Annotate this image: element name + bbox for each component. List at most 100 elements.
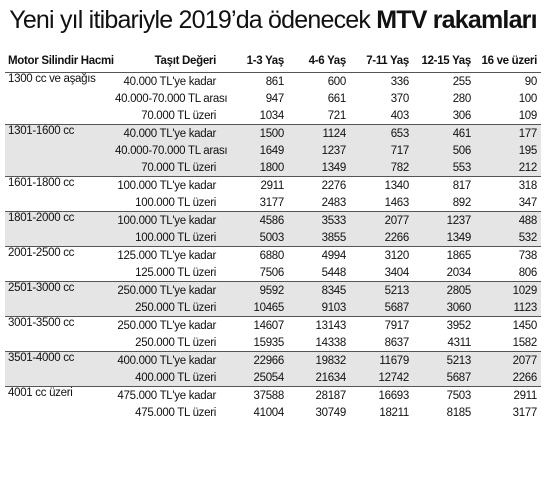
- tax-cell: 3060: [413, 299, 475, 317]
- tax-cell: 2805: [413, 281, 475, 299]
- engine-cell: 1801-2000 cc: [5, 211, 115, 229]
- tax-cell: 4311: [447, 336, 471, 349]
- header-cell: 1-3 Yaş: [246, 55, 285, 67]
- value-range-cell: 250.000 TL üzeri: [115, 299, 220, 317]
- tax-cell: 37588: [253, 389, 285, 402]
- tax-cell: 280: [452, 92, 472, 105]
- tax-cell: 8345: [288, 281, 350, 299]
- header-row: Motor Silindir Hacmi Taşıt Değeri 1-3 Yaş 4…: [5, 50, 541, 73]
- value-range-cell: 125.000 TL'ye kadar: [117, 249, 216, 262]
- tax-cell: 3177: [259, 196, 285, 209]
- group: 2501-3000 cc 250.000 TL'ye kadar 9592 8345 5…: [5, 281, 541, 317]
- engine-cell: [5, 299, 115, 317]
- tax-cell: 1340: [384, 179, 410, 192]
- tax-cell: 5003: [220, 229, 288, 247]
- tax-cell: 1500: [220, 124, 288, 142]
- engine-cell: 2001-2500 cc: [8, 247, 75, 259]
- tax-cell: 3952: [446, 319, 472, 332]
- engine-cell: 2501-3000 cc: [5, 281, 115, 299]
- value-range-cell: 125.000 TL üzeri: [135, 266, 216, 279]
- row: 1601-1800 cc 100.000 TL'ye kadar 2911 2276 1…: [5, 177, 541, 195]
- row: 3001-3500 cc 250.000 TL'ye kadar 14607 1314…: [5, 317, 541, 335]
- tax-cell: 461: [413, 124, 475, 142]
- engine-cell: [5, 264, 115, 282]
- tax-cell: 1450: [512, 319, 538, 332]
- value-range-cell: 70.000 TL üzeri: [141, 109, 216, 122]
- row: 70.000 TL üzeri 1800 1349 782 553 212: [5, 159, 541, 177]
- group: 3001-3500 cc 250.000 TL'ye kadar 14607 1314…: [5, 316, 541, 352]
- group: 1300 cc ve aşağıs 40.000 TL'ye kadar 861 60…: [5, 72, 541, 125]
- tax-cell: 3404: [384, 266, 410, 279]
- tax-cell: 532: [475, 229, 541, 247]
- header-cell: 4-6 Yaş: [308, 55, 347, 67]
- row: 1301-1600 cc 40.000 TL'ye kadar 1500 1124 65…: [5, 124, 541, 142]
- tax-cell: 817: [452, 179, 472, 192]
- tax-cell: 22966: [220, 351, 288, 369]
- group: 3501-4000 cc 400.000 TL'ye kadar 22966 1983…: [5, 351, 541, 387]
- tax-cell: 1034: [259, 109, 285, 122]
- tax-cell: 2077: [350, 211, 413, 229]
- value-range-cell: 40.000-70.000 TL arası: [115, 92, 228, 105]
- row: 1801-2000 cc 100.000 TL'ye kadar 4586 3533 2…: [5, 211, 541, 229]
- tax-cell: 5687: [413, 369, 475, 387]
- group: 4001 cc üzeri 475.000 TL'ye kadar 37588 281…: [5, 386, 541, 422]
- tax-cell: 370: [390, 92, 410, 105]
- value-range-cell: 100.000 TL üzeri: [115, 229, 220, 247]
- row: 100.000 TL üzeri 3177 2483 1463 892 347: [5, 194, 541, 212]
- tax-cell: 109: [518, 109, 538, 122]
- tax-cell: 7506: [259, 266, 285, 279]
- tax-cell: 318: [518, 179, 538, 192]
- tax-cell: 1349: [413, 229, 475, 247]
- tax-cell: 4994: [321, 249, 347, 262]
- tax-cell: 947: [265, 92, 285, 105]
- title-regular: Yeni yıl itibariyle 2019’da ödenecek: [9, 6, 371, 34]
- tax-cell: 600: [327, 75, 347, 88]
- group: 2001-2500 cc 125.000 TL'ye kadar 6880 4994 3…: [5, 246, 541, 282]
- tax-cell: 9592: [220, 281, 288, 299]
- row: 4001 cc üzeri 475.000 TL'ye kadar 37588 281…: [5, 387, 541, 405]
- tax-cell: 19832: [288, 351, 350, 369]
- tax-cell: 25054: [220, 369, 288, 387]
- tax-cell: 1582: [512, 336, 538, 349]
- row: 100.000 TL üzeri 5003 3855 2266 1349 532: [5, 229, 541, 247]
- header-cell: Taşıt Değeri: [154, 55, 217, 67]
- row: 475.000 TL üzeri 41004 30749 18211 8185 3177: [5, 404, 541, 421]
- row: 3501-4000 cc 400.000 TL'ye kadar 22966 1983…: [5, 351, 541, 369]
- engine-cell: [5, 369, 115, 387]
- tax-cell: 306: [452, 109, 472, 122]
- tax-cell: 782: [350, 159, 413, 177]
- tax-cell: 653: [350, 124, 413, 142]
- value-range-cell: 250.000 TL'ye kadar: [117, 319, 216, 332]
- tax-cell: 2276: [321, 179, 347, 192]
- tax-cell: 4586: [220, 211, 288, 229]
- tax-cell: 2266: [475, 369, 541, 387]
- tax-cell: 3120: [384, 249, 410, 262]
- row: 2001-2500 cc 125.000 TL'ye kadar 6880 4994 3…: [5, 247, 541, 265]
- tax-cell: 336: [390, 75, 410, 88]
- tax-cell: 553: [413, 159, 475, 177]
- tax-cell: 717: [350, 142, 413, 159]
- tax-cell: 2911: [260, 179, 284, 192]
- row: 250.000 TL üzeri 10465 9103 5687 3060 1123: [5, 299, 541, 317]
- tax-cell: 2034: [446, 266, 472, 279]
- header-cell: 16 ve üzeri: [481, 55, 537, 67]
- tax-cell: 8185: [446, 406, 472, 419]
- tax-cell: 21634: [288, 369, 350, 387]
- tax-cell: 16693: [378, 389, 410, 402]
- tax-cell: 195: [475, 142, 541, 159]
- title: Yeni yıl itibariyle 2019’da ödenecek MTV…: [0, 6, 546, 35]
- tax-cell: 5448: [321, 266, 347, 279]
- tax-cell: 212: [475, 159, 541, 177]
- mtv-table: Motor Silindir Hacmi Taşıt Değeri 1-3 Yaş 4…: [5, 50, 541, 421]
- tax-cell: 12742: [350, 369, 413, 387]
- group: 1601-1800 cc 100.000 TL'ye kadar 2911 2276 1…: [5, 176, 541, 212]
- value-range-cell: 400.000 TL'ye kadar: [115, 351, 220, 369]
- row: 40.000-70.000 TL arası 947 661 370 280 100: [5, 90, 541, 107]
- tax-cell: 255: [452, 75, 472, 88]
- value-range-cell: 100.000 TL'ye kadar: [117, 179, 216, 192]
- tax-cell: 41004: [253, 406, 285, 419]
- tax-cell: 488: [475, 211, 541, 229]
- row: 2501-3000 cc 250.000 TL'ye kadar 9592 8345 5…: [5, 281, 541, 299]
- engine-cell: 1301-1600 cc: [5, 124, 115, 142]
